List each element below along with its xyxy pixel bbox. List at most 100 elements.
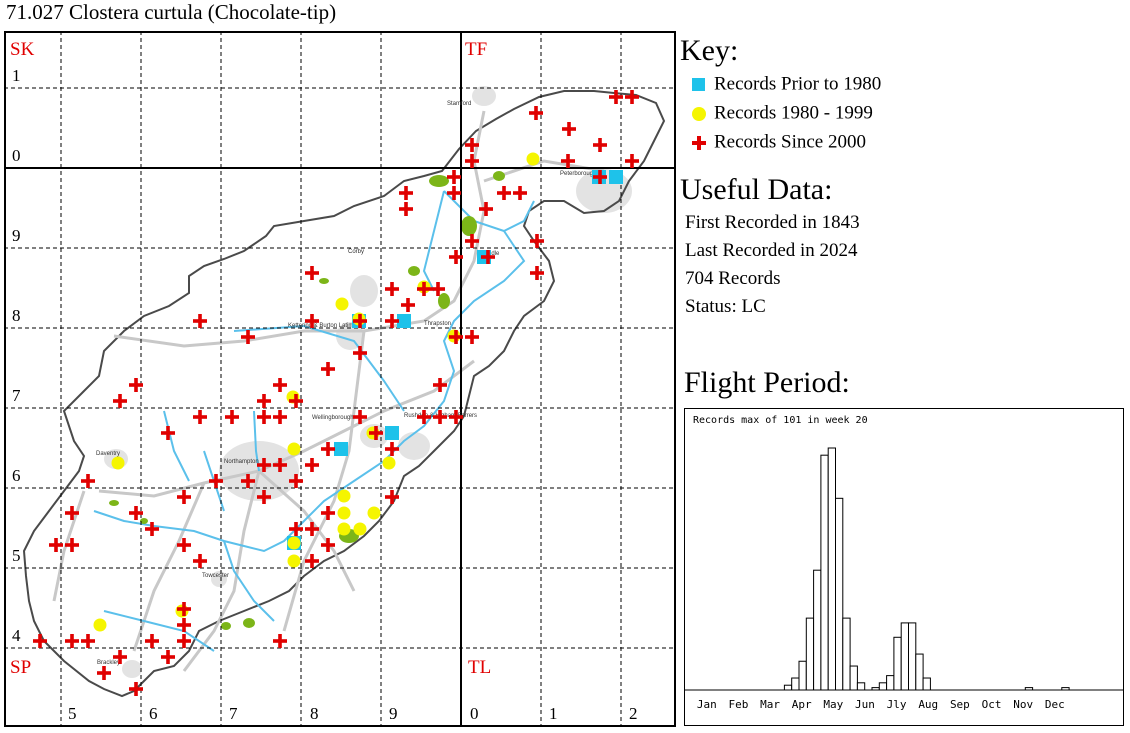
- record-since2000: [289, 522, 303, 536]
- record-1980-1999: [175, 604, 189, 618]
- flight-bar-week-16: [798, 660, 807, 691]
- record-since2000: [273, 458, 287, 472]
- record-since2000: [289, 394, 303, 408]
- month-label: Aug: [918, 698, 938, 711]
- record-since2000: [353, 410, 367, 424]
- record-since2000: [385, 442, 399, 456]
- record-since2000: [257, 394, 271, 408]
- place-label: Stamford: [447, 101, 471, 107]
- flight-bar-week-23: [849, 665, 858, 691]
- record-since2000: [177, 602, 191, 616]
- month-label: Nov: [1013, 698, 1033, 711]
- records-layer: [33, 90, 639, 696]
- place-label: Peterborough: [560, 171, 596, 177]
- flight-caption: Records max of 101 in week 20: [693, 415, 868, 426]
- record-since2000: [145, 634, 159, 648]
- flight-bar-week-15: [791, 677, 800, 691]
- flight-bar-week-32: [915, 653, 924, 691]
- northing-label: 8: [12, 306, 21, 325]
- record-since2000: [625, 154, 639, 168]
- record-since2000: [625, 90, 639, 104]
- record-since2000: [447, 186, 461, 200]
- flight-bar-week-17: [805, 617, 815, 691]
- record-since2000: [65, 506, 79, 520]
- flight-period-chart: Records max of 101 in week 20 Jan Feb Mar A…: [684, 408, 1124, 726]
- place-label: Northampton: [224, 459, 259, 465]
- record-since2000: [561, 154, 575, 168]
- record-since2000: [609, 90, 623, 104]
- record-since2000: [449, 410, 463, 424]
- northing-label: 7: [12, 386, 21, 405]
- place-label: Corby: [348, 249, 364, 255]
- easting-label: 5: [68, 704, 77, 723]
- record-since2000: [273, 378, 287, 392]
- place-label: Kettering & Burton Latimer: [288, 323, 359, 329]
- record-since2000: [257, 410, 271, 424]
- record-1980-1999: [353, 522, 367, 536]
- record-since2000: [417, 410, 431, 424]
- flight-bar-week-19: [820, 454, 829, 691]
- record-since2000: [399, 202, 413, 216]
- map-background: [4, 31, 676, 727]
- flight-bar-week-18: [813, 569, 822, 691]
- record-since2000: [530, 234, 544, 248]
- flight-bar-week-14: [783, 684, 793, 691]
- flight-bar-week-27: [878, 682, 888, 691]
- record-since2000: [49, 538, 63, 552]
- month-label: May: [823, 698, 843, 711]
- month-label: Jun: [855, 698, 875, 711]
- record-since2000: [433, 378, 447, 392]
- record-since2000: [431, 282, 445, 296]
- month-label: Mar: [760, 698, 780, 711]
- first-recorded: First Recorded in 1843: [685, 212, 860, 233]
- record-since2000: [33, 634, 47, 648]
- record-since2000: [129, 506, 143, 520]
- record-since2000: [479, 202, 493, 216]
- record-since2000: [305, 554, 319, 568]
- month-label: Jan: [697, 698, 717, 711]
- record-since2000: [353, 346, 367, 360]
- record-since2000: [321, 362, 335, 376]
- woodland-patches: [109, 171, 505, 630]
- record-1980-1999: [287, 442, 301, 456]
- easting-label: 9: [389, 704, 398, 723]
- record-since2000: [593, 170, 607, 184]
- record-1980-1999: [111, 456, 125, 470]
- record-since2000: [305, 266, 319, 280]
- flight-bar-week-21: [835, 497, 844, 691]
- month-label: Oct: [982, 698, 1002, 711]
- square-label-sp: SP: [10, 657, 31, 678]
- record-since2000: [321, 538, 335, 552]
- record-since2000: [113, 650, 127, 664]
- record-1980-1999: [337, 522, 351, 536]
- record-since2000: [465, 330, 479, 344]
- flight-bar-week-30: [900, 622, 909, 691]
- cyan-square-icon: [690, 76, 708, 94]
- record-since2000: [161, 650, 175, 664]
- record-since2000: [129, 378, 143, 392]
- record-since2000: [257, 490, 271, 504]
- record-since2000: [593, 138, 607, 152]
- northing-label: 9: [12, 226, 21, 245]
- record-since2000: [113, 394, 127, 408]
- flight-bar-week-29: [893, 636, 902, 691]
- record-1980-1999: [335, 297, 349, 311]
- flight-bar-week-20: [827, 447, 836, 691]
- record-since2000: [321, 506, 335, 520]
- record-since2000: [81, 634, 95, 648]
- record-1980-1999: [382, 456, 396, 470]
- record-since2000: [193, 314, 207, 328]
- month-label: Apr: [792, 698, 812, 711]
- record-since2000: [305, 314, 319, 328]
- place-label: Daventry: [96, 451, 120, 457]
- minor-grid: [4, 31, 676, 727]
- key-heading: Key:: [680, 34, 739, 67]
- distribution-map[interactable]: StamfordPeterboroughCorbyOundleKettering…: [4, 31, 676, 727]
- useful-data-heading: Useful Data:: [680, 173, 833, 206]
- yellow-circle-icon: [690, 105, 708, 123]
- flight-bar-week-22: [842, 617, 851, 691]
- record-since2000: [321, 442, 335, 456]
- northing-label: 6: [12, 466, 21, 485]
- key-item-pre1980: Records Prior to 1980: [690, 73, 881, 97]
